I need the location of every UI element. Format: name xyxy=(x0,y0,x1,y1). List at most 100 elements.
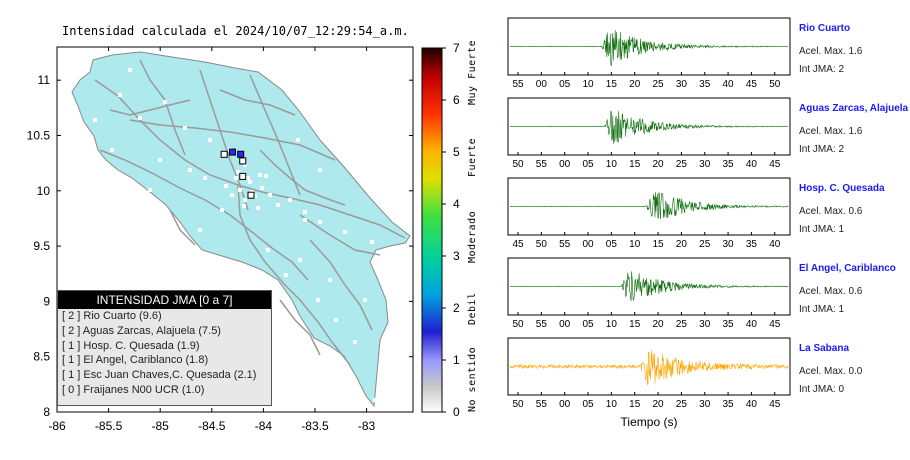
town-dot xyxy=(163,100,167,104)
town-dot xyxy=(224,184,228,188)
time-tick-label: 00 xyxy=(559,319,571,330)
colorbar-ticks: 0 1 2 3 4 5 6 7 xyxy=(442,41,460,419)
road xyxy=(259,149,346,206)
time-tick-label: 05 xyxy=(582,399,594,410)
time-tick-label: 05 xyxy=(559,79,571,90)
time-tick-label: 10 xyxy=(582,79,594,90)
lon-tick-label: -85.5 xyxy=(95,419,123,433)
station-name: Hosp. C. Quesada xyxy=(799,183,885,194)
town-dot xyxy=(303,218,307,222)
lat-tick-label: 10 xyxy=(37,184,51,198)
legend-row: [ 1 ] Hosp. C. Quesada (1.9) xyxy=(62,339,200,352)
map-axes: 11 10.5 10 9.5 9 8.5 8-86 -85.5 -85 -84.5 -84 -83.5… xyxy=(27,47,413,433)
town-dot xyxy=(318,220,322,224)
max-acceleration: Acel. Max. 1.6 xyxy=(799,46,863,57)
town-dot xyxy=(246,176,250,180)
time-tick-label: 20 xyxy=(652,159,664,170)
trace-panel: 50 55 00 05 10 15 20 25 30 35 40 45 xyxy=(507,257,791,330)
town-dot xyxy=(334,318,338,322)
time-tick-label: 15 xyxy=(606,79,618,90)
road-network xyxy=(94,59,406,366)
time-tick-label: 25 xyxy=(699,239,711,250)
road xyxy=(129,119,336,161)
town-dot xyxy=(93,118,97,122)
jma-intensity: Int JMA: 1 xyxy=(799,224,845,235)
time-tick-label: 20 xyxy=(676,239,688,250)
colorbar-tick-label: 2 xyxy=(453,301,460,315)
town-dot xyxy=(253,194,257,198)
map-title: Intensidad calculada el 2024/10/07_12:29… xyxy=(62,24,409,38)
legend-row: [ 1 ] El Angel, Cariblanco (1.8) xyxy=(62,354,209,367)
trace-panel: 50 55 00 05 10 15 20 25 30 35 40 45 xyxy=(507,97,791,170)
town-dot xyxy=(148,188,152,192)
time-tick-label: 45 xyxy=(769,159,781,170)
town-dot xyxy=(138,116,142,120)
town-dot xyxy=(266,248,270,252)
lon-tick-label: -83.5 xyxy=(301,419,329,433)
time-tick-label: 20 xyxy=(652,399,664,410)
lat-tick-label: 10.5 xyxy=(27,128,51,142)
time-axis-label: Tiempo (s) xyxy=(621,415,678,429)
time-tick-label: 20 xyxy=(652,319,664,330)
time-tick-label: 45 xyxy=(512,239,524,250)
time-tick-label: 05 xyxy=(606,239,618,250)
time-tick-label: 10 xyxy=(606,319,618,330)
time-tick-label: 55 xyxy=(536,319,548,330)
lon-tick-label: -83 xyxy=(358,419,376,433)
time-tick-label: 00 xyxy=(582,239,594,250)
town-dot xyxy=(243,163,247,167)
time-tick-label: 00 xyxy=(559,159,571,170)
waveform xyxy=(509,30,789,67)
town-dot xyxy=(243,198,247,202)
town-dot xyxy=(288,198,292,202)
time-tick-label: 50 xyxy=(512,319,524,330)
town-dot xyxy=(110,148,114,152)
station-marker xyxy=(239,157,247,165)
town-dot xyxy=(298,258,302,262)
lat-tick-label: 8 xyxy=(43,405,50,419)
lon-tick-label: -84 xyxy=(255,419,273,433)
town-dot xyxy=(188,168,192,172)
jma-intensity: Int JMA: 2 xyxy=(799,144,845,155)
legend-row: [ 0 ] Fraijanes N00 UCR (1.0) xyxy=(62,383,205,396)
lon-tick-label: -84.5 xyxy=(198,419,226,433)
time-tick-label: 35 xyxy=(746,239,758,250)
town-dot xyxy=(258,173,262,177)
station-markers xyxy=(220,148,255,199)
town-dot xyxy=(268,193,272,197)
time-tick-label: 30 xyxy=(699,319,711,330)
town-dots xyxy=(93,68,377,402)
legend-row: [ 1 ] Esc Juan Chaves,C. Quesada (2.1) xyxy=(62,369,257,382)
town-dot xyxy=(236,170,240,174)
time-tick-label: 50 xyxy=(536,239,548,250)
lat-tick-label: 9 xyxy=(43,294,50,308)
time-tick-label: 40 xyxy=(723,79,735,90)
town-dot xyxy=(343,230,347,234)
station-marker xyxy=(228,148,236,156)
station-marker xyxy=(220,150,228,158)
time-tick-label: 55 xyxy=(559,239,571,250)
legend-row: [ 2 ] Rio Cuarto (9.6) xyxy=(62,310,162,322)
trace-panel: 45 50 55 00 05 10 15 20 25 30 35 40 xyxy=(507,177,791,250)
intensity-legend: INTENSIDAD JMA [0 a 7] [ 2 ] Rio Cuarto … xyxy=(57,290,272,406)
town-dot xyxy=(373,398,377,402)
time-tick-label: 35 xyxy=(699,79,711,90)
time-tick-label: 40 xyxy=(746,399,758,410)
town-dot xyxy=(208,138,212,142)
road xyxy=(99,149,309,281)
time-tick-label: 25 xyxy=(652,79,664,90)
town-dot xyxy=(316,298,320,302)
time-tick-label: 55 xyxy=(536,399,548,410)
colorbar-tick-label: 5 xyxy=(453,145,460,159)
town-dot xyxy=(260,186,264,190)
time-tick-label: 20 xyxy=(629,79,641,90)
colorbar-tick-label: 1 xyxy=(453,353,460,367)
town-dot xyxy=(363,298,367,302)
waveform xyxy=(509,350,789,385)
town-dot xyxy=(230,193,234,197)
town-dot xyxy=(158,158,162,162)
time-tick-label: 40 xyxy=(746,159,758,170)
jma-intensity: Int JMA: 1 xyxy=(799,304,845,315)
time-tick-label: 30 xyxy=(699,159,711,170)
road xyxy=(299,214,381,256)
